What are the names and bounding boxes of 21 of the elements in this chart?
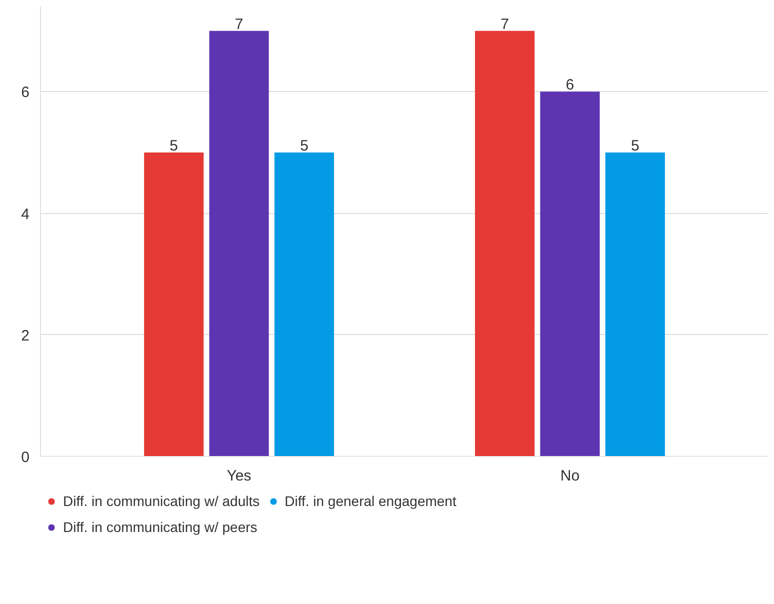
- x-tick-label: Yes: [226, 468, 252, 484]
- x-tick-label: No: [560, 468, 580, 484]
- data-label: 5: [170, 137, 178, 154]
- data-label: 5: [630, 137, 640, 154]
- y-tick-label: 2: [21, 327, 30, 344]
- legend-label: Diff. in general engagement: [284, 493, 456, 509]
- data-label: 7: [500, 16, 509, 33]
- bar: [474, 30, 535, 456]
- legend-label: Diff. in communicating w/ adults: [63, 493, 260, 509]
- y-tick-label: 4: [21, 206, 30, 223]
- bar: [605, 152, 665, 456]
- legend-label: Diff. in communicating w/ peers: [63, 519, 258, 535]
- bar: [209, 30, 269, 456]
- bar: [274, 152, 334, 456]
- data-label: 7: [234, 16, 244, 33]
- y-tick-label: 6: [21, 84, 30, 102]
- data-label: 6: [566, 76, 574, 94]
- bar: [144, 152, 204, 456]
- y-tick-label: 0: [21, 449, 30, 466]
- bar: [540, 92, 600, 456]
- data-label: 5: [300, 137, 308, 154]
